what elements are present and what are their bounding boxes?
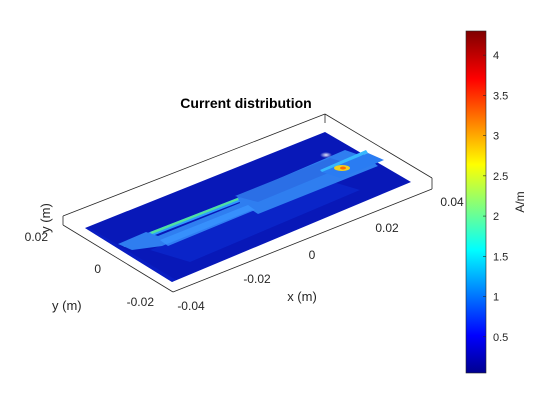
x-axis: -0.04 -0.02 0 0.02 0.04 x (m) [177,195,464,313]
colorbar-ticks: 0.5 1 1.5 2 2.5 3 3.5 4 [483,50,508,344]
x-tick-label: 0.04 [440,195,464,209]
y-axis-label-partial: y (m) [38,203,53,233]
ground-plane-highlight [150,178,360,262]
right-pad [322,153,384,178]
colorbar-tick-label: 2 [493,211,499,223]
colorbar-tick-label: 3 [493,131,499,143]
ground-plane-shade [85,228,176,282]
current-surface [85,132,411,282]
colorbar-tick-label: 4 [493,50,499,62]
colorbar-tick-label: 2.5 [493,171,508,183]
x-tick-label: -0.02 [243,272,271,286]
main-trace-face [160,205,255,246]
colorbar-tick-label: 0.5 [493,332,508,344]
y-axis: 0.02 0 -0.02 y (m) y (m) [25,203,155,313]
x-axis-label: x (m) [287,289,317,304]
x-tick-label: 0.02 [375,221,399,235]
colorbar-gradient [465,30,487,374]
colorbar-tick-label: 3.5 [493,90,508,102]
chart-title: Current distribution [180,95,311,111]
pad-edge [320,150,368,172]
colorbar-tick-label: 1 [493,292,499,304]
y-tick-label: -0.02 [127,295,155,309]
narrow-stub [150,195,246,234]
colorbar: 0.5 1 1.5 2 2.5 3 3.5 4 A/m [465,30,527,374]
axes-box [62,113,433,293]
y-tick-label: 0.02 [25,230,49,244]
colorbar-label: A/m [513,191,527,212]
hot-spot-core [340,166,346,170]
y-tick-label: 0 [94,262,101,276]
y-axis-label: y (m) [52,298,82,313]
colorbar-tick-label: 1.5 [493,251,508,263]
edge-glint [320,152,332,158]
x-tick-label: -0.04 [177,299,205,313]
wide-patch [235,158,350,202]
x-tick-label: 0 [309,248,316,262]
